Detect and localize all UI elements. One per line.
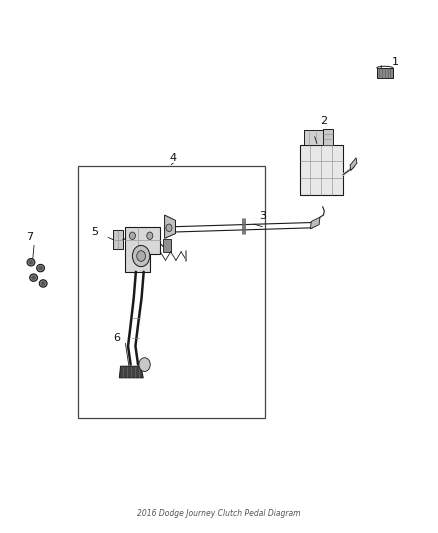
Text: 2: 2 [320, 116, 327, 126]
Polygon shape [300, 144, 343, 195]
Circle shape [139, 358, 150, 372]
Ellipse shape [39, 266, 42, 270]
Circle shape [129, 232, 135, 239]
Text: 2016 Dodge Journey Clutch Pedal Diagram: 2016 Dodge Journey Clutch Pedal Diagram [137, 510, 301, 519]
Ellipse shape [37, 264, 45, 272]
Circle shape [166, 224, 172, 231]
Ellipse shape [32, 276, 35, 279]
Text: 3: 3 [259, 211, 266, 221]
Polygon shape [350, 158, 357, 171]
Polygon shape [165, 215, 176, 238]
Ellipse shape [41, 281, 45, 285]
Polygon shape [304, 130, 328, 144]
Ellipse shape [27, 259, 35, 266]
Polygon shape [125, 227, 160, 272]
Bar [78, 166, 265, 418]
Polygon shape [163, 239, 171, 252]
Text: 7: 7 [26, 232, 33, 243]
Text: 6: 6 [113, 333, 120, 343]
Circle shape [137, 251, 145, 261]
Ellipse shape [39, 280, 47, 287]
Ellipse shape [29, 261, 33, 264]
Circle shape [147, 232, 153, 239]
Text: 1: 1 [392, 58, 399, 67]
Bar [377, 68, 393, 78]
Text: 4: 4 [170, 153, 177, 163]
Circle shape [132, 245, 150, 266]
Polygon shape [113, 230, 123, 249]
Polygon shape [311, 217, 320, 229]
Text: 5: 5 [92, 227, 99, 237]
Polygon shape [119, 366, 143, 378]
Ellipse shape [30, 274, 38, 281]
Polygon shape [323, 128, 332, 144]
